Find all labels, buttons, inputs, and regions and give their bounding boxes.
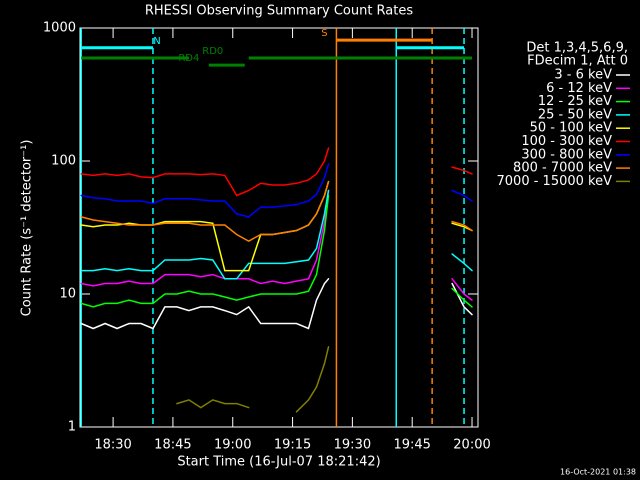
legend-label: 100 - 300 keV bbox=[521, 134, 612, 149]
legend-label: 50 - 100 keV bbox=[530, 121, 613, 136]
legend-label: 25 - 50 keV bbox=[538, 107, 612, 122]
y-axis-label: Count Rate (s⁻¹ detector⁻¹) bbox=[20, 140, 35, 317]
chart-title: RHESSI Observing Summary Count Rates bbox=[145, 4, 414, 19]
legend-label: 6 - 12 keV bbox=[546, 81, 612, 96]
legend-label: 7000 - 15000 keV bbox=[497, 174, 613, 189]
y-tick-label: 1000 bbox=[43, 21, 76, 36]
series-line bbox=[80, 163, 473, 218]
x-axis-label: Start Time (16-Jul-07 18:21:42) bbox=[177, 455, 380, 470]
series-line bbox=[176, 346, 330, 413]
series-line bbox=[80, 278, 473, 330]
legend-label: 12 - 25 keV bbox=[538, 94, 612, 109]
y-tick-label: 10 bbox=[59, 287, 76, 302]
legend-title: FDecim 1, Att 0 bbox=[527, 54, 628, 69]
x-tick-label: 19:45 bbox=[393, 438, 430, 453]
series-line bbox=[80, 180, 473, 242]
y-tick-label: 100 bbox=[51, 154, 76, 169]
y-tick-label: 1 bbox=[68, 420, 76, 435]
flag-label: RD4 bbox=[178, 53, 199, 64]
legend-label: 800 - 7000 keV bbox=[513, 161, 612, 176]
x-tick-label: 19:30 bbox=[334, 438, 371, 453]
flag-label: RD0 bbox=[202, 46, 223, 57]
x-tick-label: 19:00 bbox=[214, 438, 251, 453]
timestamp: 16-Oct-2021 01:38 bbox=[560, 468, 636, 477]
legend-label: 3 - 6 keV bbox=[554, 68, 612, 83]
legend-title: Det 1,3,4,5,6,9, bbox=[526, 41, 628, 56]
series-line bbox=[80, 180, 473, 272]
flag-label: S bbox=[321, 28, 327, 39]
x-tick-label: 20:00 bbox=[453, 438, 490, 453]
series-line bbox=[80, 147, 473, 197]
x-tick-label: 19:15 bbox=[274, 438, 311, 453]
series-line bbox=[80, 189, 473, 280]
flag-label: N bbox=[153, 36, 160, 47]
plot-frame bbox=[79, 27, 479, 428]
series-line bbox=[80, 194, 473, 308]
x-tick-label: 18:30 bbox=[94, 438, 131, 453]
x-tick-label: 18:45 bbox=[154, 438, 191, 453]
series-line bbox=[80, 189, 473, 301]
legend-label: 300 - 800 keV bbox=[521, 147, 612, 162]
